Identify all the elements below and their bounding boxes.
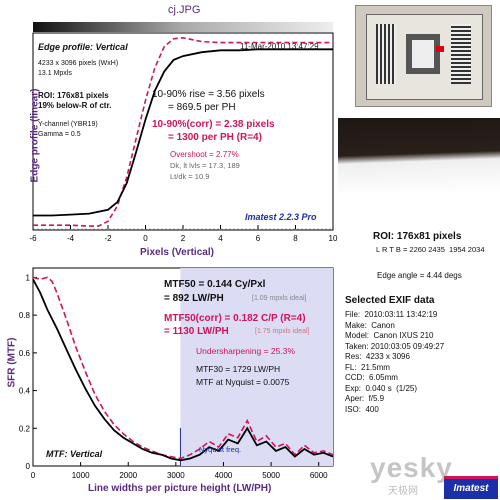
yesky-watermark-sub: 天极网 (388, 486, 418, 497)
edge-channel-1: Y-channel (YBR19) (38, 121, 98, 128)
mtf-black-curve (32, 278, 334, 462)
mtf-xlabel: Line widths per picture height (LW/PH) (88, 483, 272, 494)
mtf30-text: MTF30 = 1729 LW/PH (196, 364, 281, 374)
mtf-ylabel: SFR (MTF) (6, 337, 18, 388)
exif-row: CCD: 6.05mm (345, 373, 398, 382)
mtf-xtick-label: 1000 (72, 471, 90, 480)
rise-line-2: = 869.5 per PH (168, 102, 236, 113)
mtf-xtick-label: 3000 (167, 471, 185, 480)
yesky-watermark: yesky (370, 452, 453, 483)
nyquist-freq-label: Nyquist freq. (199, 445, 242, 454)
lrtb-values: L R T B = 2260 2435 1954 2034 (376, 245, 485, 254)
edge-roi-1: ROI: 176x81 pixels (38, 91, 109, 100)
edge-red-curve (33, 36, 333, 227)
edge-channel-2: Gamma = 0.5 (38, 131, 81, 138)
mtf50corr-ideal: [1.75 mpxls ideal] (255, 328, 310, 335)
dk-lt-text: Dk, lt lvls = 17.3, 189 (170, 161, 240, 170)
mtf-xtick-label: 2000 (119, 471, 137, 480)
roi-label: ROI: 176x81 pixels (373, 231, 462, 242)
exif-row: ISO: 400 (345, 404, 379, 414)
mtf-ytick-label: 0.2 (19, 424, 31, 433)
roi-crop-thumbnail (338, 118, 500, 192)
mtf-ytick-label: 0.4 (19, 387, 31, 396)
overshoot-text: Overshoot = 2.77% (170, 150, 239, 159)
mtf50corr-line-2: = 1130 LW/PH (164, 326, 229, 337)
mtf-xtick-label: 4000 (215, 471, 233, 480)
mtf-ytick-label: 0.8 (19, 311, 31, 320)
edge-title: Edge profile: Vertical (38, 42, 128, 52)
exif-row: File: 2010:03:11 13:42:19 (345, 310, 438, 319)
mtf-ytick-label: 0 (26, 462, 31, 471)
mtf-corner-title: MTF: Vertical (46, 449, 103, 459)
edge-angle: Edge angle = 4.44 degs (377, 271, 462, 280)
exif-row: Make: Canon (345, 320, 395, 330)
edge-gradient-strip (33, 22, 333, 32)
nyquist-shade (180, 268, 333, 466)
exif-row: FL: 21.5mm (345, 362, 390, 372)
rise-line-1: 10-90% rise = 3.56 pixels (152, 89, 265, 100)
mtf50-ideal: [1.09 mpxls ideal] (252, 295, 307, 302)
undersharpening-text: Undersharpening = 25.3% (196, 346, 295, 356)
exif-row: Model: Canon IXUS 210 (345, 331, 434, 340)
edge-info-2: 13.1 Mpxls (38, 70, 72, 77)
file-title: cj.JPG (168, 4, 201, 16)
edge-xtick-label: 6 (256, 234, 261, 243)
edge-info-1: 4233 x 3096 pixels (WxH) (38, 60, 119, 67)
mtf-ytick-label: 1 (26, 273, 31, 282)
test-chart-thumbnail (355, 5, 492, 107)
edge-profile-chart: -6 -4 -2 0 2 4 6 8 10 (29, 22, 338, 243)
exif-row: Aper: f/5.9 (345, 394, 385, 403)
imatest-logo: Imatest (444, 476, 498, 499)
mtf-nyquist-text: MTF at Nyquist = 0.0075 (196, 377, 290, 387)
edge-black-curve (33, 48, 333, 217)
imatest-version: Imatest 2.2.3 Pro (245, 212, 317, 222)
exif-title: Selected EXIF data (345, 295, 435, 306)
exif-row: Taken: 2010:03:05 09:49:27 (345, 341, 445, 351)
edge-date: 11-Mar-2010 13:47:29 (240, 42, 319, 51)
edge-xtick-label: 2 (181, 234, 186, 243)
edge-xtick-label: 8 (293, 234, 298, 243)
mtf-xtick-label: 6000 (310, 471, 328, 480)
edge-xlabel: Pixels (Vertical) (140, 247, 214, 258)
edge-xtick-label: -4 (67, 234, 75, 243)
mtf-xtick-label: 0 (31, 471, 36, 480)
edge-xtick-label: -6 (29, 234, 37, 243)
edge-xtick-label: 0 (143, 234, 148, 243)
edge-ylabel: Edge profile (linear) (29, 88, 41, 183)
mtf-chart: 0 0.2 0.4 0.6 0.8 1 0 1000 2000 3000 4000 5000 6000 (19, 267, 334, 480)
lt-dk-text: Lt/dk = 10.9 (170, 172, 210, 181)
mtf50-line-2: = 892 LW/PH (164, 293, 224, 304)
corr-line-1: 10-90%(corr) = 2.38 pixels (152, 119, 275, 130)
mtf50-line-1: MTF50 = 0.144 Cy/Pxl (164, 279, 266, 290)
edge-xtick-label: -2 (104, 234, 112, 243)
mtf-xtick-label: 5000 (262, 471, 280, 480)
edge-roi-2: 19% below-R of ctr. (38, 101, 112, 110)
exif-row: Res: 4233 x 3096 (345, 352, 410, 361)
edge-xtick-label: 4 (218, 234, 223, 243)
edge-plot-frame (32, 32, 334, 231)
exif-row: Exp: 0.040 s (1/25) (345, 383, 418, 393)
corr-line-2: = 1300 per PH (R=4) (168, 132, 262, 143)
mtf-red-curve (32, 276, 334, 460)
edge-xtick-label: 10 (329, 234, 338, 243)
mtf-ytick-label: 0.6 (19, 349, 31, 358)
imatest-logo-text: Imatest (453, 483, 489, 494)
mtf50corr-line-1: MTF50(corr) = 0.182 C/P (R=4) (164, 313, 306, 324)
